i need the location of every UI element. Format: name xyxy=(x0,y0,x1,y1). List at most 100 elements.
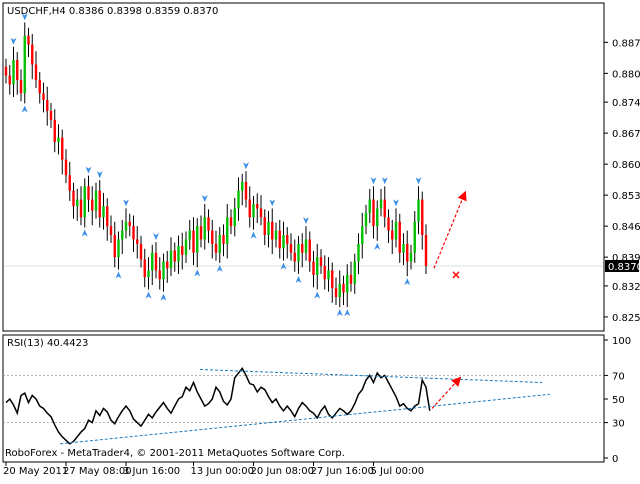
price-bar-body xyxy=(4,66,8,76)
fractal-marker xyxy=(295,275,302,283)
price-bar-body xyxy=(94,190,98,211)
price-panel xyxy=(2,2,605,332)
price-bar-body xyxy=(91,199,94,211)
price-bar-body xyxy=(289,243,293,253)
price-bar-body xyxy=(301,243,304,253)
price-bar-body xyxy=(271,221,274,240)
fractal-marker xyxy=(123,199,129,207)
fractal-marker xyxy=(269,199,276,207)
price-bar-body xyxy=(128,221,131,227)
price-bar-body xyxy=(331,270,334,289)
fractal-marker xyxy=(201,195,208,202)
price-bar-body xyxy=(424,235,428,266)
price-bar-body xyxy=(192,230,195,253)
fractal-marker xyxy=(404,278,411,286)
fractal-marker xyxy=(415,177,422,185)
price-bar-body xyxy=(394,221,398,240)
price-bar-body xyxy=(151,252,154,271)
price-bar-body xyxy=(181,246,184,255)
price-bar-body xyxy=(241,181,244,191)
price-bar-body xyxy=(211,230,214,244)
price-bar-body xyxy=(72,190,75,207)
price-bar-body xyxy=(368,199,371,213)
fractal-marker xyxy=(96,171,103,179)
price-bar-body xyxy=(338,283,341,297)
price-bar-body xyxy=(372,199,375,227)
price-bar-body xyxy=(383,199,386,218)
price-bar-body xyxy=(379,199,383,209)
price-bar-body xyxy=(102,206,105,218)
fractal-marker xyxy=(21,13,28,21)
price-bar-body xyxy=(154,252,158,271)
price-bar-body xyxy=(312,261,315,275)
price-bar-body xyxy=(46,99,49,111)
rsi-line xyxy=(5,366,431,445)
price-bar-body xyxy=(293,252,296,262)
price-bar-body xyxy=(173,250,176,262)
price-bar-body xyxy=(327,270,330,280)
price-bar-body xyxy=(87,186,90,200)
fractal-marker xyxy=(194,269,201,277)
price-bar-body xyxy=(357,243,360,262)
price-bar-body xyxy=(387,217,390,231)
price-bar-body xyxy=(263,217,266,235)
x-tick-label: 5 Jul 00:00 xyxy=(371,466,425,477)
price-bar-body xyxy=(259,208,263,218)
rsi-tick-label: 50 xyxy=(612,395,625,406)
fractal-marker xyxy=(344,309,351,317)
price-bar-body xyxy=(267,221,270,235)
price-bar-body xyxy=(109,226,113,235)
price-bar-body xyxy=(391,230,394,240)
x-tick-label: 27 Jun 16:00 xyxy=(311,466,375,477)
x-tick-label: 13 Jun 00:00 xyxy=(191,466,255,477)
rsi-tick-label: 70 xyxy=(612,371,625,382)
price-bar-body xyxy=(64,159,68,176)
price-bar-body xyxy=(184,239,188,255)
price-bar-body xyxy=(147,270,150,278)
price-bar-body xyxy=(364,212,368,227)
price-bar-body xyxy=(233,208,236,227)
price-bar-body xyxy=(346,274,349,293)
price-bar-body xyxy=(124,221,128,231)
price-title: USDCHF,H4 0.8386 0.8398 0.8359 0.8370 xyxy=(7,6,218,17)
fractal-marker xyxy=(280,262,287,270)
price-bar-body xyxy=(177,246,180,262)
price-bar-body xyxy=(53,119,56,142)
fractal-marker xyxy=(250,231,257,239)
price-layer xyxy=(3,13,604,317)
price-bar-body xyxy=(61,137,64,160)
price-bar-body xyxy=(229,217,233,227)
price-bar-body xyxy=(166,261,169,269)
price-bar-body xyxy=(42,93,45,100)
price-bar-body xyxy=(76,199,79,207)
price-bar-body xyxy=(23,35,26,94)
rsi-title: RSI(13) 40.4423 xyxy=(7,338,88,349)
price-bar-body xyxy=(38,80,41,94)
price-bar-body xyxy=(342,283,345,293)
fractal-marker xyxy=(153,233,159,241)
price-bar-body xyxy=(158,270,161,280)
fractal-marker xyxy=(336,309,343,317)
x-tick-label: 20 May 2011 xyxy=(3,466,68,477)
price-bar-body xyxy=(304,239,308,253)
cancel-cross xyxy=(452,271,460,279)
price-bar-body xyxy=(117,239,120,258)
price-bar-body xyxy=(199,226,203,240)
rsi-forecast-arrow xyxy=(431,376,462,409)
price-tick-label: 0.8255 xyxy=(612,313,640,324)
price-bar-body xyxy=(68,175,71,191)
price-bar-body xyxy=(237,190,240,209)
price-bar-body xyxy=(218,235,221,253)
price-bar-body xyxy=(207,217,210,231)
price-bar-body xyxy=(16,60,19,80)
rsi-tick-label: 0 xyxy=(612,454,618,465)
price-bar-body xyxy=(278,230,281,249)
price-bar-body xyxy=(274,230,278,240)
rsi-panel xyxy=(2,334,605,463)
price-bar-body xyxy=(49,111,53,120)
current-price-box xyxy=(605,260,639,272)
